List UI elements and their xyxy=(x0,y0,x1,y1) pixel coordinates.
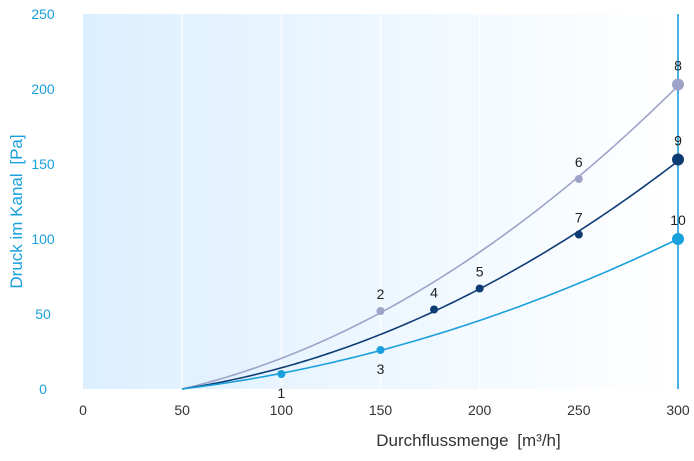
data-point-label: 1 xyxy=(277,385,285,401)
data-point-label: 4 xyxy=(430,285,438,301)
x-tick-label: 300 xyxy=(666,402,690,418)
x-axis-unit: [m³/h] xyxy=(517,431,560,450)
grid-lines xyxy=(181,14,580,389)
data-point xyxy=(672,233,684,245)
data-point-label: 6 xyxy=(575,154,583,170)
data-point xyxy=(672,78,684,91)
y-axis-label: Druck im Kanal xyxy=(7,173,26,288)
y-axis-title: Druck im Kanal [Pa] xyxy=(7,134,26,288)
data-point-label: 2 xyxy=(377,286,385,302)
series-line xyxy=(182,238,679,390)
x-tick-label: 200 xyxy=(468,402,492,418)
axes: 0 50 100 150 200 250 300 0 50 100 150 200 250 xyxy=(31,6,690,418)
data-point-label: 8 xyxy=(674,58,682,74)
series-line xyxy=(181,85,679,390)
y-tick-label: 50 xyxy=(35,306,51,322)
y-tick-label: 200 xyxy=(31,81,55,97)
series-line xyxy=(182,160,679,390)
label-layer: 2 6 8 4 5 7 9 1 3 10 xyxy=(277,58,686,402)
y-tick-label: 250 xyxy=(31,6,55,22)
data-point-label: 5 xyxy=(476,264,484,280)
data-point xyxy=(430,305,439,314)
data-point xyxy=(475,284,484,293)
data-point-label: 10 xyxy=(670,212,686,228)
y-tick-label: 0 xyxy=(39,381,47,397)
data-point-label: 9 xyxy=(674,133,682,149)
data-point xyxy=(277,370,286,378)
y-tick-label: 100 xyxy=(31,231,55,247)
x-tick-label: 150 xyxy=(369,402,393,418)
x-tick-label: 250 xyxy=(567,402,591,418)
data-point xyxy=(672,153,684,166)
data-point xyxy=(574,175,583,183)
y-tick-label: 150 xyxy=(31,156,55,172)
data-point xyxy=(574,230,583,239)
data-point-label: 7 xyxy=(575,210,583,226)
data-point xyxy=(376,346,385,354)
data-point-label: 3 xyxy=(377,361,385,377)
x-tick-label: 100 xyxy=(270,402,294,418)
data-point xyxy=(376,307,385,315)
x-axis-title: Durchflussmenge [m³/h] xyxy=(376,431,560,450)
y-axis-unit: [Pa] xyxy=(7,134,26,164)
x-tick-label: 50 xyxy=(174,402,190,418)
x-axis-label: Durchflussmenge xyxy=(376,431,508,450)
series-layer xyxy=(181,78,684,390)
x-tick-label: 0 xyxy=(79,402,87,418)
